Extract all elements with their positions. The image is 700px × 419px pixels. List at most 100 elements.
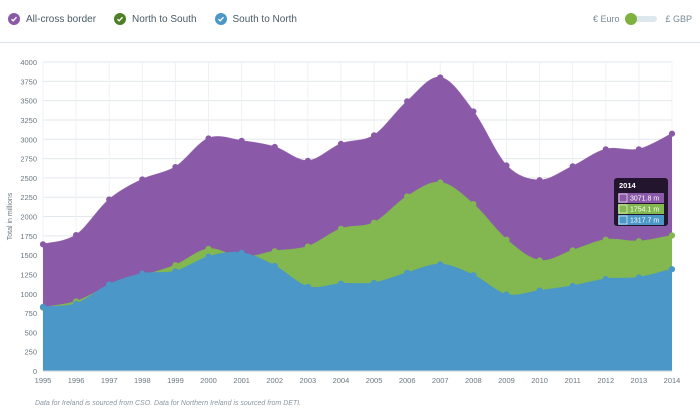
- y-tick-label: 500: [24, 328, 37, 337]
- data-point-north-to-south: [635, 238, 642, 245]
- data-point-all-cross-border: [602, 146, 609, 153]
- legend-label: South to North: [232, 13, 297, 25]
- tooltip-swatch: [618, 215, 628, 225]
- data-point-north-to-south: [569, 247, 576, 254]
- data-point-all-cross-border: [271, 143, 278, 151]
- data-point-all-cross-border: [337, 140, 345, 147]
- data-point-south-to-north: [73, 300, 80, 307]
- tooltip-value: 1754.1 m: [630, 207, 659, 214]
- data-point-south-to-north: [238, 249, 245, 256]
- data-point-all-cross-border: [437, 74, 444, 81]
- data-point-all-cross-border: [470, 108, 477, 115]
- x-tick-label: 1999: [167, 376, 184, 385]
- data-point-all-cross-border: [635, 146, 642, 153]
- x-tick-label: 2007: [432, 376, 449, 385]
- data-point-north-to-south: [205, 245, 212, 253]
- y-tick-label: 250: [24, 348, 37, 357]
- check-icon: [8, 13, 20, 25]
- footnote: Data for Ireland is sourced from CSO. Da…: [35, 400, 302, 407]
- y-tick-label: 2750: [20, 155, 37, 164]
- data-point-south-to-north: [602, 275, 609, 283]
- x-tick-label: 2014: [664, 376, 681, 385]
- x-tick-label: 2010: [531, 376, 548, 385]
- x-tick-label: 2001: [233, 376, 250, 385]
- data-point-all-cross-border: [139, 176, 146, 183]
- data-point-south-to-north: [205, 253, 212, 260]
- legend-item-south-to-north[interactable]: South to North: [214, 13, 297, 25]
- x-tick-label: 2002: [266, 376, 283, 385]
- gbp-label[interactable]: £ GBP: [665, 14, 692, 24]
- data-point-all-cross-border: [39, 241, 47, 248]
- x-tick-label: 2012: [597, 376, 614, 385]
- data-point-north-to-south: [337, 225, 345, 232]
- data-point-south-to-north: [503, 291, 510, 298]
- currency-toggle[interactable]: [625, 13, 659, 25]
- x-tick-label: 1995: [35, 376, 52, 385]
- data-point-south-to-north: [536, 287, 543, 294]
- data-point-north-to-south: [470, 201, 477, 208]
- data-point-south-to-north: [39, 303, 47, 310]
- y-tick-label: 0: [33, 367, 37, 376]
- data-point-all-cross-border: [304, 157, 311, 164]
- y-tick-label: 3000: [20, 135, 37, 144]
- data-point-all-cross-border: [569, 163, 576, 170]
- x-tick-label: 1998: [134, 376, 151, 385]
- x-tick-label: 2000: [200, 376, 217, 385]
- y-tick-label: 1250: [20, 270, 37, 279]
- data-point-south-to-north: [271, 262, 278, 270]
- tooltip-swatch: [618, 193, 628, 203]
- tooltip-title: 2014: [619, 181, 637, 190]
- toggle-knob[interactable]: [625, 13, 638, 25]
- y-axis-label: Total in millions: [7, 192, 14, 240]
- euro-label[interactable]: € Euro: [592, 14, 620, 24]
- y-tick-label: 2000: [20, 213, 37, 222]
- x-tick-label: 2004: [333, 376, 350, 385]
- data-point-all-cross-border: [172, 163, 179, 171]
- area-chart: 0 250 500 750 1000 1250 1500 1750 2000 2250 2500 27…: [7, 58, 681, 385]
- x-tick-label: 2003: [299, 376, 316, 385]
- data-point-south-to-north: [470, 272, 477, 279]
- x-tick-label: 2013: [631, 376, 648, 385]
- data-point-all-cross-border: [73, 231, 80, 239]
- tooltip-row-bg: [618, 215, 664, 225]
- data-point-all-cross-border: [106, 196, 113, 203]
- data-point-all-cross-border: [404, 98, 411, 105]
- legend-item-north-to-south[interactable]: North to South: [114, 13, 197, 25]
- y-tick-label: 1750: [20, 232, 37, 241]
- legend-item-all-cross-border[interactable]: All-cross border: [8, 13, 96, 25]
- tooltip-row-bg: [618, 193, 664, 203]
- legend-label: All-cross border: [26, 13, 97, 25]
- tooltip-value: 1317.7 m: [630, 218, 659, 225]
- data-point-north-to-south: [437, 179, 444, 186]
- check-icon: [214, 13, 227, 25]
- legend: All-cross border North to South South to…: [8, 13, 315, 25]
- chart-header-bar: All-cross border North to South South to…: [0, 0, 700, 43]
- data-point-north-to-south: [304, 243, 311, 250]
- data-point-all-cross-border: [238, 137, 245, 144]
- check-icon: [114, 13, 127, 25]
- data-point-south-to-north: [635, 274, 642, 281]
- y-tick-label: 3250: [20, 116, 37, 125]
- y-tick-label: 2500: [20, 174, 37, 183]
- x-tick-label: 2006: [399, 376, 416, 385]
- data-point-south-to-north: [304, 283, 311, 290]
- tooltip: 2014 3071.8 m 1754.1 m 1317.7 m: [614, 178, 668, 226]
- x-tick-label: 1997: [101, 376, 118, 385]
- x-tick-label: 2011: [565, 376, 581, 385]
- data-point-south-to-north: [172, 268, 179, 275]
- tooltip-row-bg: [618, 204, 664, 214]
- data-point-all-cross-border: [503, 162, 510, 169]
- currency-toggle-group: € Euro £ GBP: [593, 13, 692, 25]
- tooltip-value: 3071.8 m: [630, 196, 659, 203]
- data-point-north-to-south: [602, 236, 609, 243]
- tooltip-swatch: [618, 204, 628, 214]
- data-point-south-to-north: [337, 280, 345, 287]
- y-tick-label: 2250: [20, 193, 37, 202]
- data-point-all-cross-border: [205, 135, 212, 142]
- x-tick-label: 2009: [498, 376, 515, 385]
- data-point-all-cross-border: [370, 132, 378, 139]
- data-point-south-to-north: [437, 261, 444, 268]
- y-tick-label: 1000: [20, 290, 37, 299]
- data-point-north-to-south: [404, 193, 411, 200]
- data-point-south-to-north: [106, 281, 113, 288]
